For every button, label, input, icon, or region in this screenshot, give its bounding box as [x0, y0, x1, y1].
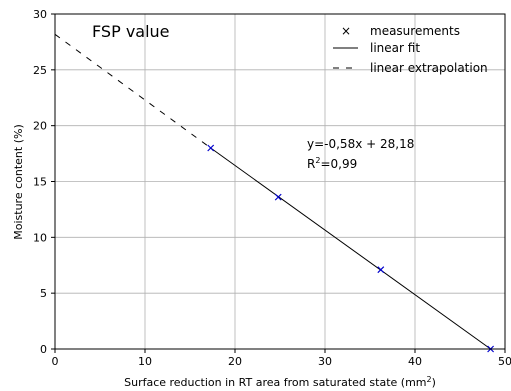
legend-label-measurements: measurements: [370, 24, 460, 38]
x-axis-label-sup: 2: [427, 375, 432, 384]
axis-ticks: 0 10 20 30 40 50 0 5 10 15 20 25 30: [33, 8, 511, 368]
y-tick-label: 0: [40, 343, 47, 356]
data-point-marker: [377, 266, 385, 274]
series-layer: [54, 33, 495, 353]
r-squared-sup: 2: [315, 156, 320, 165]
legend-label-linear-extrapolation: linear extrapolation: [370, 61, 488, 75]
marker-stroke: [207, 144, 215, 152]
r-squared-annotation: R2=0,99: [307, 156, 357, 171]
x-tick-label: 40: [408, 355, 422, 368]
data-point-marker: [274, 193, 282, 201]
y-tick-label: 30: [33, 8, 47, 21]
series-line-linear-fit: [210, 147, 491, 350]
series-line-linear-extrapolation: [54, 33, 211, 149]
x-axis-label-main: Surface reduction in RT area from satura…: [124, 376, 426, 389]
data-point-marker: [207, 144, 215, 152]
x-tick-label: 30: [318, 355, 332, 368]
y-axis-label: Moisture content (%): [12, 124, 25, 239]
fsp-label: FSP value: [92, 22, 170, 41]
x-tick-label: 50: [498, 355, 511, 368]
marker-stroke: [274, 193, 282, 201]
plot-frame: [54, 13, 506, 350]
y-tick-label: 15: [33, 176, 47, 189]
x-axis-label-suffix: ): [432, 376, 436, 389]
r-squared-prefix: R: [307, 157, 315, 171]
y-tick-label: 10: [33, 231, 47, 244]
legend-label-linear-fit: linear fit: [370, 41, 420, 55]
x-axis-label: Surface reduction in RT area from satura…: [124, 375, 436, 389]
equation-annotation: y=-0,58x + 28,18: [307, 137, 414, 151]
y-tick-label: 5: [40, 287, 47, 300]
legend: × measurements linear fit linear extrapo…: [333, 24, 488, 75]
y-tick-label: 20: [33, 120, 47, 133]
legend-marker-measurements: ×: [341, 24, 351, 38]
x-tick-label: 0: [52, 355, 59, 368]
x-tick-label: 20: [228, 355, 242, 368]
y-tick-label: 25: [33, 64, 47, 77]
r-squared-value: =0,99: [320, 157, 357, 171]
x-tick-label: 10: [138, 355, 152, 368]
marker-stroke: [377, 266, 385, 274]
